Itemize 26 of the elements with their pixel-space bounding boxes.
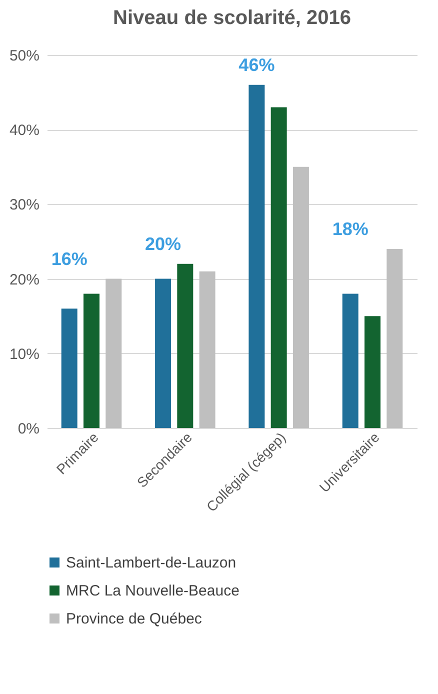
data-label: 16%: [51, 248, 88, 269]
data-label: 46%: [238, 54, 275, 75]
bar: [292, 166, 309, 428]
bar: [83, 294, 100, 428]
legend-label: Saint-Lambert-de-Lauzon: [66, 554, 236, 572]
bar: [270, 107, 287, 428]
bar: [61, 308, 78, 428]
y-tick-label: 30%: [9, 196, 40, 214]
y-tick-label: 50%: [9, 48, 40, 64]
legend-label: MRC La Nouvelle-Beauce: [66, 582, 240, 600]
legend-label: Province de Québec: [66, 610, 202, 628]
chart-title: Niveau de scolarité, 2016: [113, 7, 351, 29]
bar: [199, 271, 216, 428]
y-tick-label: 20%: [9, 271, 40, 288]
y-tick-label: 0%: [18, 420, 40, 438]
bar: [248, 84, 265, 428]
bar: [364, 316, 381, 428]
bar: [177, 264, 194, 428]
y-tick-label: 40%: [9, 122, 40, 140]
data-label: 18%: [332, 218, 368, 239]
bar: [342, 294, 358, 428]
y-tick-label: 10%: [9, 346, 40, 363]
bar: [155, 278, 172, 428]
data-label: 20%: [145, 234, 182, 254]
bar: [386, 248, 403, 428]
bar: [106, 278, 122, 428]
